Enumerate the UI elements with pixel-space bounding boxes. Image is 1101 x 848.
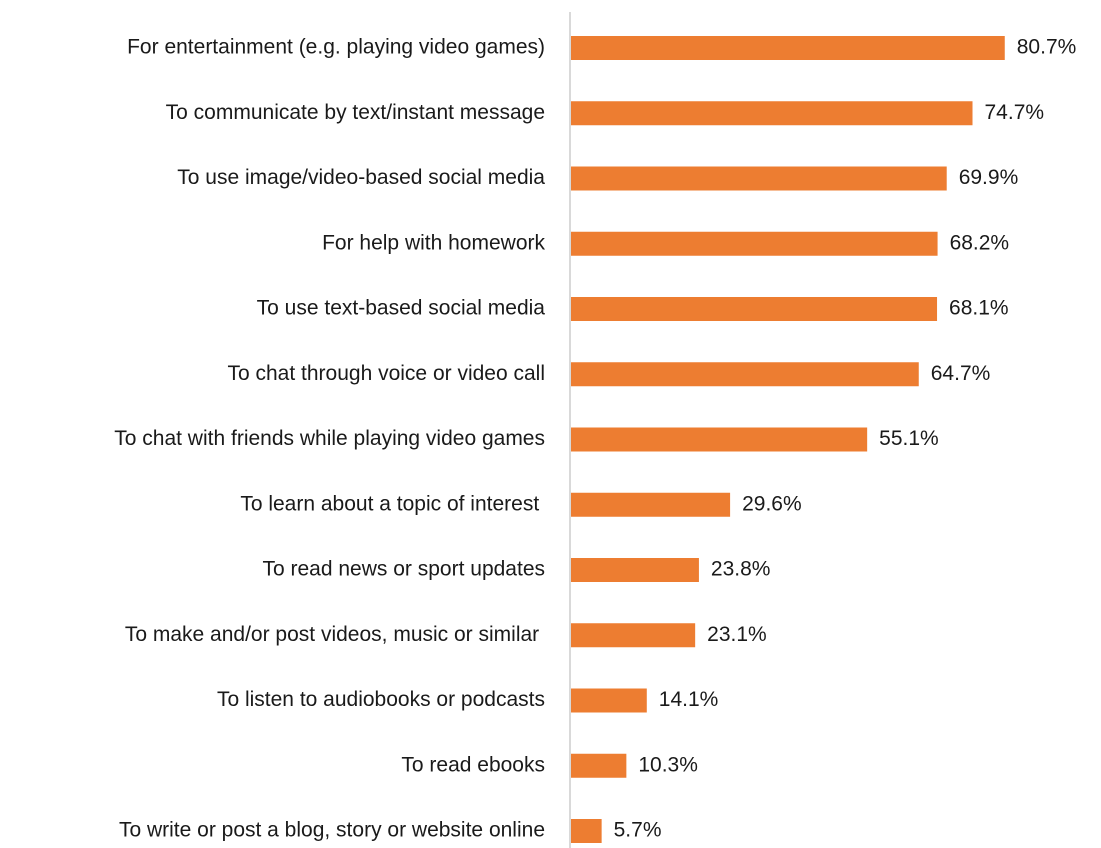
value-label: 74.7%	[985, 101, 1045, 124]
bar	[571, 819, 602, 843]
category-label: To learn about a topic of interest	[240, 492, 545, 515]
value-label: 5.7%	[614, 819, 662, 842]
value-label: 69.9%	[959, 166, 1019, 189]
value-label: 29.6%	[742, 492, 802, 515]
value-label: 80.7%	[1017, 36, 1077, 59]
value-label: 14.1%	[659, 688, 719, 711]
category-label: To read ebooks	[401, 753, 545, 776]
bar	[571, 166, 947, 191]
category-label: For help with homework	[322, 231, 545, 254]
category-label: To chat through voice or video call	[227, 362, 545, 385]
category-label: To read news or sport updates	[263, 558, 546, 581]
category-label: To use text-based social media	[257, 297, 546, 320]
value-labels: 80.7% 74.7% 69.9% 68.2% 68.1% 64.7% 55.1% 29.6%…	[614, 36, 1077, 842]
category-label: To use image/video-based social media	[177, 166, 545, 189]
value-label: 10.3%	[638, 753, 698, 776]
category-label: To chat with friends while playing video…	[114, 427, 545, 450]
bar	[571, 753, 627, 778]
category-label: To communicate by text/instant message	[166, 101, 545, 124]
bar	[571, 688, 647, 713]
bar	[571, 36, 1005, 60]
bar	[571, 101, 973, 126]
bar	[571, 623, 696, 648]
value-label: 23.1%	[707, 623, 767, 646]
value-label: 64.7%	[931, 362, 991, 385]
category-label: For entertainment (e.g. playing video ga…	[127, 36, 545, 59]
bar	[571, 558, 699, 582]
value-label: 55.1%	[879, 427, 939, 450]
category-label: To listen to audiobooks or podcasts	[217, 688, 545, 711]
bar	[571, 492, 731, 517]
bar	[571, 231, 938, 256]
category-labels: For entertainment (e.g. playing video ga…	[114, 36, 545, 842]
bars	[571, 36, 1005, 843]
category-label: To make and/or post videos, music or sim…	[125, 623, 545, 646]
bar	[571, 297, 938, 321]
bar	[571, 427, 868, 452]
value-label: 68.2%	[950, 231, 1010, 254]
bar	[571, 362, 919, 387]
value-label: 23.8%	[711, 558, 771, 581]
value-label: 68.1%	[949, 297, 1009, 320]
category-label: To write or post a blog, story or websit…	[119, 819, 545, 842]
